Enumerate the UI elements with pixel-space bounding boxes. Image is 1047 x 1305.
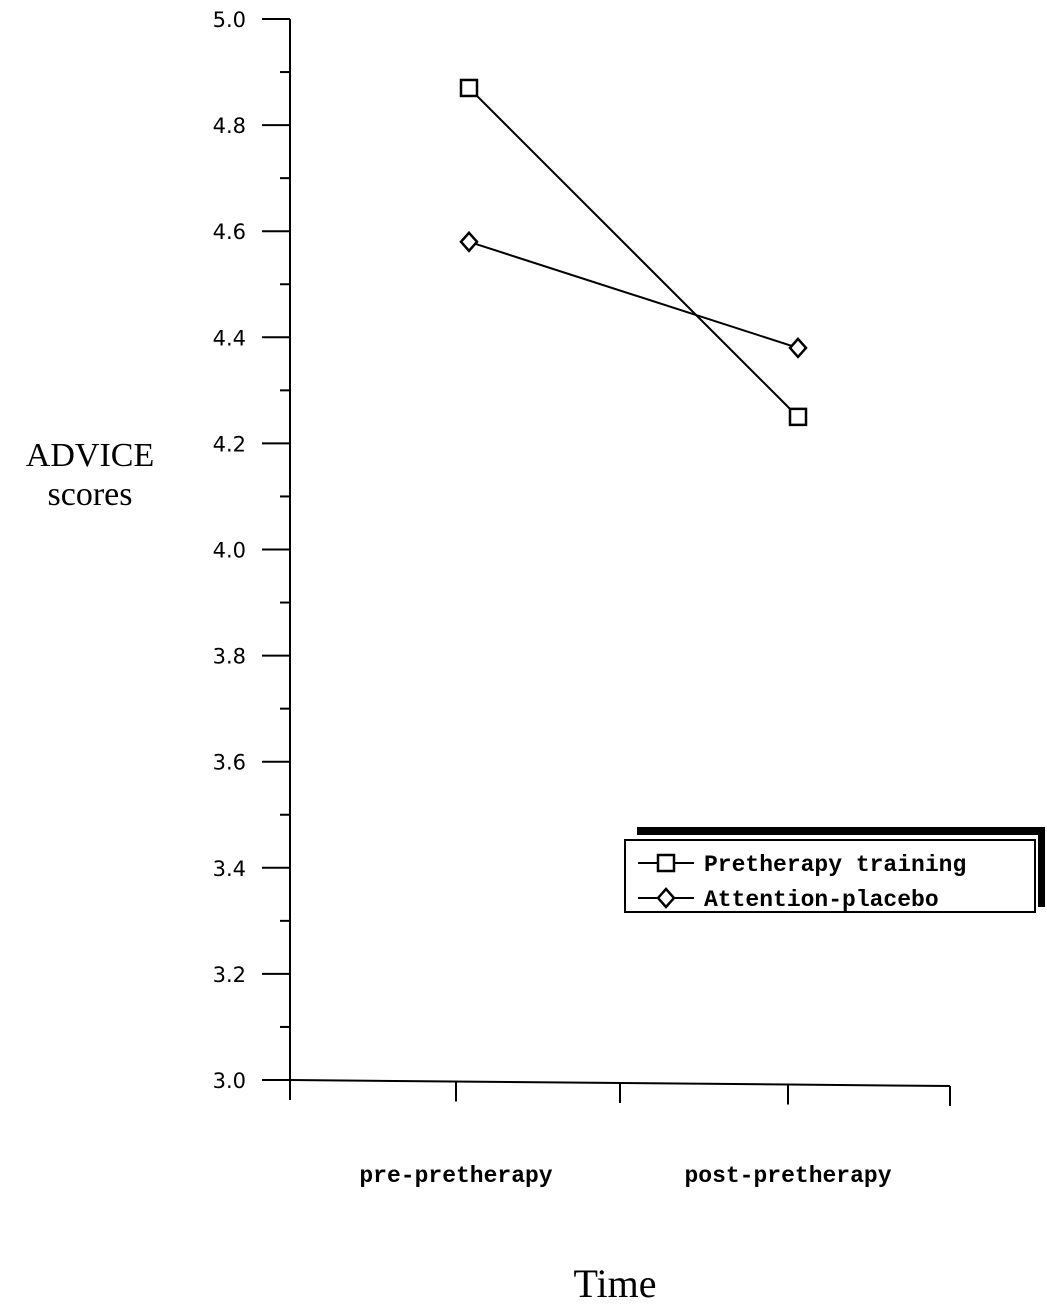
legend-box xyxy=(624,839,1036,913)
y-tick-label: 3.6 xyxy=(213,751,246,775)
y-tick-label: 3.0 xyxy=(213,1069,246,1093)
legend-shadow-top xyxy=(637,827,1045,835)
y-axis-label-line1: ADVICE xyxy=(26,437,154,474)
data-point-square xyxy=(459,78,479,98)
series-line xyxy=(468,87,799,418)
y-axis-label-line2: scores xyxy=(48,476,133,513)
y-tick-label: 4.4 xyxy=(213,326,246,350)
series-line xyxy=(468,240,799,349)
y-tick-label: 4.0 xyxy=(213,539,246,563)
x-tick-label: post-pretherapy xyxy=(684,1163,891,1189)
y-tick-label: 4.8 xyxy=(213,114,246,138)
data-point-square xyxy=(656,853,676,873)
y-tick-label: 3.4 xyxy=(213,857,246,881)
x-axis-label: Time xyxy=(573,1261,656,1305)
series-attention-placebo xyxy=(459,230,808,359)
data-point-diamond xyxy=(459,230,479,253)
y-tick-label: 5.0 xyxy=(213,8,246,32)
axes xyxy=(289,19,951,1087)
x-axis-ticks: pre-pretherapy post-pretherapy xyxy=(289,1080,951,1189)
legend-shadow-right xyxy=(1038,827,1045,907)
legend-label: Attention-placebo xyxy=(704,887,939,913)
y-tick-label: 4.6 xyxy=(213,220,246,244)
y-axis-ticks: 3.0 3.2 3.4 3.6 3.8 4.0 4.2 4.4 4.6 4.8 5.0 xyxy=(213,8,290,1093)
x-tick-label: pre-pretherapy xyxy=(359,1163,552,1189)
legend-label: Pretherapy training xyxy=(704,852,966,878)
data-point-square xyxy=(788,407,808,427)
series-layer xyxy=(459,78,808,427)
y-tick-label: 3.2 xyxy=(213,963,246,987)
data-point-diamond xyxy=(656,887,676,909)
data-point-diamond xyxy=(788,337,808,359)
legend: Pretherapy training Attention-placebo xyxy=(624,827,1045,913)
series-pretherapy-training xyxy=(459,78,808,427)
y-tick-label: 3.8 xyxy=(213,645,246,669)
y-tick-label: 4.2 xyxy=(213,432,246,456)
